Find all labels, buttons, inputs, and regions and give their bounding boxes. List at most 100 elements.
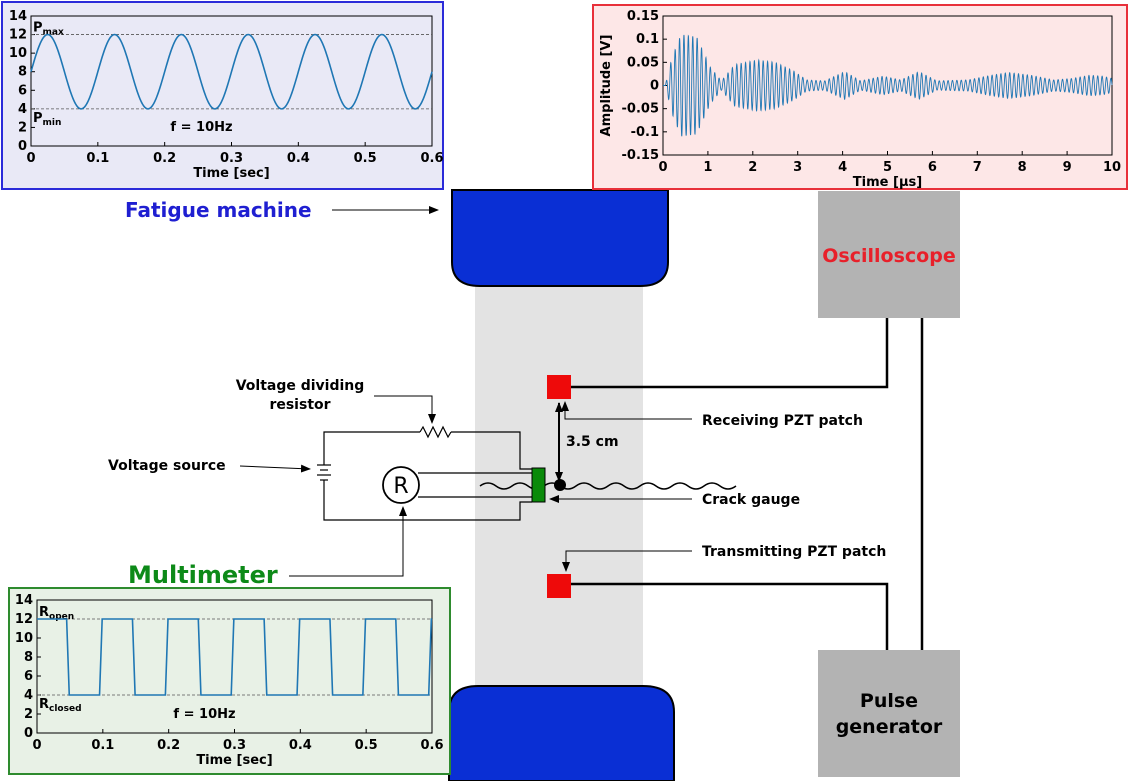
- x-tick-label: 0.1: [86, 151, 109, 166]
- y-tick-label: 10: [9, 46, 27, 61]
- signal-line: [37, 618, 433, 696]
- signal-line: [30, 33, 433, 110]
- multimeter-symbol-letter: R: [393, 474, 408, 499]
- x-tick-label: 0: [658, 160, 667, 175]
- reference-line-label: Ropen: [39, 605, 74, 622]
- frequency-annotation: f = 10Hz: [173, 707, 235, 722]
- x-tick-label: 8: [1018, 160, 1027, 175]
- reference-line-label: Pmax: [33, 21, 64, 38]
- voltage-dividing-resistor-label-line1: Voltage dividing: [236, 378, 365, 394]
- y-tick-label: 4: [24, 688, 33, 703]
- x-tick-label: 10: [1103, 160, 1121, 175]
- specimen-plate: [475, 275, 643, 715]
- y-tick-label: 0.05: [627, 55, 659, 70]
- pulse-generator-box: [818, 650, 960, 777]
- x-tick-label: 0.5: [355, 738, 378, 753]
- x-tick-label: 0.2: [157, 738, 180, 753]
- oscilloscope-box: [818, 191, 960, 318]
- x-tick-label: 0.2: [153, 151, 176, 166]
- x-tick-label: 2: [748, 160, 757, 175]
- y-tick-label: 2: [18, 120, 27, 135]
- y-tick-label: 6: [24, 669, 33, 684]
- x-tick-label: 0.6: [420, 738, 443, 753]
- x-tick-label: 1: [703, 160, 712, 175]
- y-tick-label: 6: [18, 83, 27, 98]
- pulse-generator-label-line2: generator: [836, 716, 943, 738]
- y-tick-label: -0.05: [622, 102, 659, 117]
- y-tick-label: 14: [9, 9, 27, 24]
- y-tick-label: 8: [24, 650, 33, 665]
- x-tick-label: 0.4: [287, 151, 310, 166]
- chart-frame: [1, 1, 444, 190]
- fatigue-machine-label: Fatigue machine: [125, 198, 312, 222]
- voltage-source-label: Voltage source: [108, 458, 226, 474]
- x-tick-label: 4: [838, 160, 847, 175]
- chart-frame: [592, 4, 1128, 190]
- multimeter-symbol: [382, 466, 420, 504]
- resistance-chart: 0 0.1 0.2 0.3 0.4 0.5 0.6 0 2 4 6 8 10 12 14 Time [sec]…: [8, 587, 451, 775]
- y-tick-label: -0.1: [631, 125, 659, 140]
- y-tick-label: 0: [24, 726, 33, 741]
- y-tick-label: 0.15: [627, 9, 659, 24]
- signal-line: [663, 34, 1113, 137]
- transmitting-cable: [570, 582, 889, 650]
- x-tick-label: 0.5: [354, 151, 377, 166]
- x-tick-label: 0: [32, 738, 41, 753]
- y-tick-label: 0.1: [636, 32, 659, 47]
- x-tick-label: 9: [1063, 160, 1072, 175]
- fatigue-grip-top: [451, 189, 669, 287]
- frequency-annotation: f = 10Hz: [170, 120, 232, 135]
- x-tick-label: 0.3: [220, 151, 243, 166]
- receiving-cable: [570, 318, 889, 389]
- load-chart: 0 0.1 0.2 0.3 0.4 0.5 0.6 0 2 4 6 8 10 12 14 Time [sec]…: [1, 1, 444, 190]
- y-axis-label: Amplitude [V]: [599, 35, 614, 137]
- measurement-circuit: [317, 425, 532, 521]
- x-tick-label: 0.4: [289, 738, 312, 753]
- x-tick-label: 0: [26, 151, 35, 166]
- x-tick-label: 7: [973, 160, 982, 175]
- x-tick-label: 5: [883, 160, 892, 175]
- crack-wavy-line: [479, 482, 737, 490]
- x-axis-label: Time [μs]: [853, 175, 922, 190]
- x-tick-label: 0.3: [223, 738, 246, 753]
- voltage-dividing-resistor-label-line2: resistor: [269, 397, 330, 413]
- y-tick-label: 8: [18, 65, 27, 80]
- x-tick-label: 3: [793, 160, 802, 175]
- transmitting-pzt-label: Transmitting PZT patch: [702, 544, 886, 560]
- y-tick-label: 10: [15, 631, 33, 646]
- reference-line-label: Pmin: [33, 111, 61, 128]
- oscilloscope-label: Oscilloscope: [822, 245, 955, 267]
- y-tick-label: 14: [15, 593, 33, 608]
- y-tick-label: 0: [18, 139, 27, 154]
- x-tick-label: 0.6: [420, 151, 443, 166]
- resistor-leader: [374, 395, 436, 424]
- multimeter-label: Multimeter: [128, 561, 278, 589]
- distance-label: 3.5 cm: [566, 434, 619, 450]
- reference-line-label: Rclosed: [39, 697, 82, 714]
- voltage-source-leader: [239, 464, 311, 473]
- x-tick-label: 0.1: [91, 738, 114, 753]
- fatigue-grip-bottom: [448, 685, 675, 781]
- y-tick-label: 12: [9, 28, 27, 43]
- crack-gauge: [531, 467, 546, 503]
- receiving-pzt-patch: [547, 375, 571, 399]
- x-axis-label: Time [sec]: [196, 753, 272, 768]
- y-tick-label: 0: [650, 79, 659, 94]
- receiving-pzt-leader: [561, 401, 692, 420]
- pulse-generator-label-line1: Pulse: [860, 690, 918, 712]
- pzt-cables: [570, 318, 924, 650]
- crack-tip-dot: [554, 479, 566, 491]
- multimeter-leader: [289, 506, 407, 577]
- x-axis-label: Time [sec]: [193, 166, 269, 181]
- y-tick-label: -0.15: [622, 148, 659, 163]
- y-tick-label: 2: [24, 707, 33, 722]
- y-tick-label: 12: [15, 612, 33, 627]
- receiving-pzt-label: Receiving PZT patch: [702, 413, 863, 429]
- crack-gauge-label: Crack gauge: [702, 492, 800, 508]
- x-tick-label: 6: [928, 160, 937, 175]
- amplitude-chart: 0 1 2 3 4 5 6 7 8 9 10 -0.15 -0.1 -0.05 0 0.05 0.1 0.15 Ti…: [592, 4, 1128, 190]
- y-tick-label: 4: [18, 102, 27, 117]
- transmitting-pzt-patch: [547, 574, 571, 598]
- transmitting-pzt-leader: [562, 550, 692, 572]
